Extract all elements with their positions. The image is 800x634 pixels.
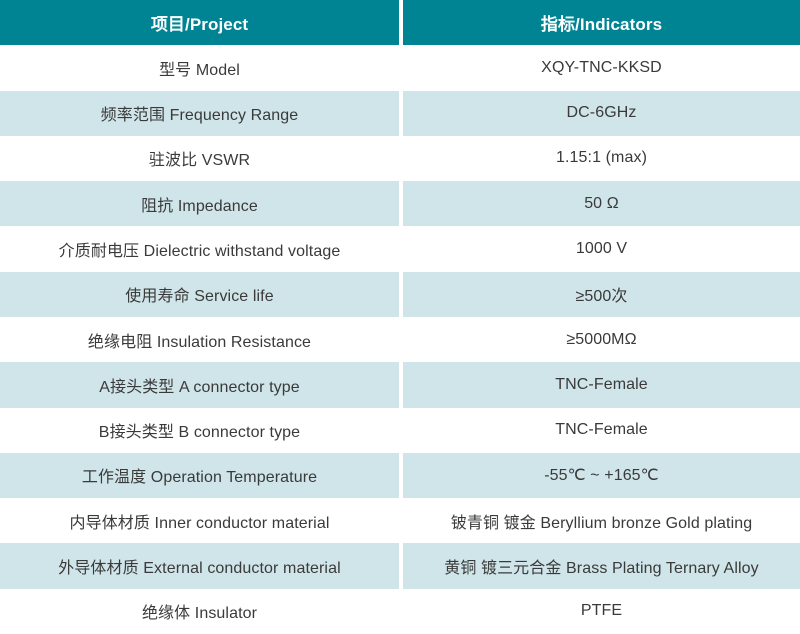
row-value: DC-6GHz	[403, 90, 800, 136]
row-value: ≥5000MΩ	[403, 316, 800, 363]
header-project-column: 项目/Project	[0, 0, 399, 46]
row-label: B接头类型 B connector type	[0, 407, 399, 453]
column-divider	[399, 452, 403, 499]
row-value: XQY-TNC-KKSD	[403, 45, 800, 91]
table-row-inner-conductor-material: 内导体材质 Inner conductor material 铍青铜 镀金 Be…	[0, 498, 800, 544]
row-label: 介质耐电压 Dielectric withstand voltage	[0, 226, 399, 272]
column-divider	[399, 181, 403, 227]
column-divider	[399, 45, 403, 91]
table-row-dielectric-withstand-voltage: 介质耐电压 Dielectric withstand voltage 1000 …	[0, 226, 800, 272]
row-label: 频率范围 Frequency Range	[0, 90, 399, 136]
row-value: 1000 V	[403, 226, 800, 272]
column-divider	[399, 135, 403, 182]
row-value: 1.15:1 (max)	[403, 135, 800, 182]
table-row-impedance: 阻抗 Impedance 50 Ω	[0, 181, 800, 227]
table-row-operation-temperature: 工作温度 Operation Temperature -55℃ ~ +165℃	[0, 452, 800, 499]
row-value: 黄铜 镀三元合金 Brass Plating Ternary Alloy	[403, 543, 800, 589]
column-divider	[399, 316, 403, 363]
table-row-model: 型号 Model XQY-TNC-KKSD	[0, 45, 800, 91]
column-divider	[399, 271, 403, 317]
table-row-a-connector-type: A接头类型 A connector type TNC-Female	[0, 362, 800, 408]
row-label: 驻波比 VSWR	[0, 135, 399, 182]
row-value: PTFE	[403, 588, 800, 634]
row-value: -55℃ ~ +165℃	[403, 452, 800, 499]
row-label: 型号 Model	[0, 45, 399, 91]
row-value: TNC-Female	[403, 407, 800, 453]
row-value: 铍青铜 镀金 Beryllium bronze Gold plating	[403, 498, 800, 544]
table-row-insulator: 绝缘体 Insulator PTFE	[0, 588, 800, 634]
row-value: ≥500次	[403, 271, 800, 317]
header-indicators-column: 指标/Indicators	[403, 0, 800, 46]
row-value: 50 Ω	[403, 181, 800, 227]
column-divider	[399, 407, 403, 453]
column-divider	[399, 498, 403, 544]
column-divider	[399, 543, 403, 589]
row-label: 工作温度 Operation Temperature	[0, 452, 399, 499]
column-divider	[399, 362, 403, 408]
row-label: 绝缘体 Insulator	[0, 588, 399, 634]
row-label: 绝缘电阻 Insulation Resistance	[0, 316, 399, 363]
table-row-service-life: 使用寿命 Service life ≥500次	[0, 271, 800, 317]
column-divider	[399, 90, 403, 136]
table-row-vswr: 驻波比 VSWR 1.15:1 (max)	[0, 135, 800, 182]
row-label: 使用寿命 Service life	[0, 271, 399, 317]
row-value: TNC-Female	[403, 362, 800, 408]
row-label: 阻抗 Impedance	[0, 181, 399, 227]
column-divider	[399, 588, 403, 634]
row-label: 内导体材质 Inner conductor material	[0, 498, 399, 544]
table-row-external-conductor-material: 外导体材质 External conductor material 黄铜 镀三元…	[0, 543, 800, 589]
row-label: A接头类型 A connector type	[0, 362, 399, 408]
table-row-b-connector-type: B接头类型 B connector type TNC-Female	[0, 407, 800, 453]
row-label: 外导体材质 External conductor material	[0, 543, 399, 589]
column-divider	[399, 0, 403, 46]
table-header-row: 项目/Project 指标/Indicators	[0, 0, 800, 46]
table-row-insulation-resistance: 绝缘电阻 Insulation Resistance ≥5000MΩ	[0, 316, 800, 363]
table-row-frequency-range: 频率范围 Frequency Range DC-6GHz	[0, 90, 800, 136]
column-divider	[399, 226, 403, 272]
